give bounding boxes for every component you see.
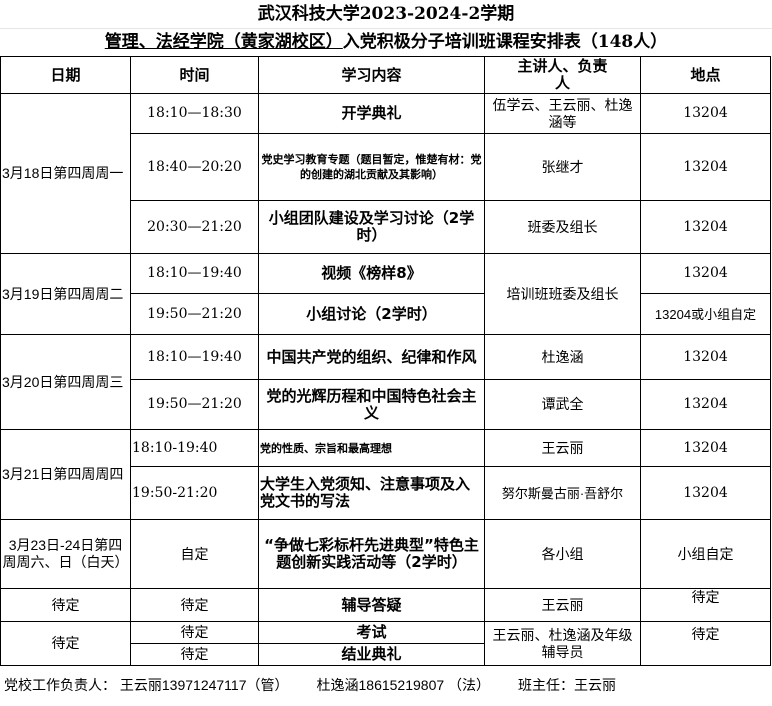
speaker-cell: 培训班班委及组长 [484,253,641,335]
time-cell: 自定 [130,519,259,589]
date-cell: 待定 [0,588,131,622]
time-cell: 19:50—21:20 [130,379,259,430]
place-cell: 13204或小组自定 [640,293,771,335]
header-date: 日期 [0,56,131,94]
content-cell: 小组讨论（2学时） [258,293,485,335]
content-cell: “争做七彩标杆先进典型”特色主题创新实践活动等（2学时） [258,519,485,589]
time-cell: 18:10—19:40 [130,334,259,380]
content-cell: 视频《榜样8》 [258,253,485,294]
speaker-cell: 班委及组长 [484,200,641,254]
speaker-cell: 伍学云、王云丽、杜逸涵等 [484,93,641,134]
date-cell: 3月19日第四周周二 [0,253,131,335]
table-row: 3月21日第四周周四 18:10-19:40 党的性质、宗旨和最高理想 王云丽 … [0,429,771,520]
date-cell: 3月20日第四周周三 [0,334,131,430]
place-cell: 13204 [640,200,771,254]
place-cell: 13204 [640,429,771,467]
table-row: 19:50—21:20 党的光辉历程和中国特色社会主义 谭武全 13204 [1,379,771,430]
table-row: 3月18日第四周周一 18:10—18:30 开学典礼 伍学云、王云丽、杜逸涵等… [0,93,771,254]
speaker-cell: 王云丽 [484,429,641,467]
speaker-cell: 王云丽 [484,588,641,622]
date-cell: 3月21日第四周周四 [0,429,131,520]
time-cell: 18:10-19:40 [130,429,259,467]
content-cell: 考试 [258,621,485,644]
table-row: 3月20日第四周周三 18:10—19:40 中国共产党的组织、纪律和作风 杜逸… [0,334,771,430]
place-cell: 13204 [640,334,771,380]
time-cell: 待定 [130,588,259,622]
content-cell: 党的光辉历程和中国特色社会主义 [258,379,485,430]
content-cell: 党的性质、宗旨和最高理想 [258,429,485,467]
speaker-cell: 努尔斯曼古丽·吾舒尔 [484,466,641,520]
table-row: 待定 结业典礼 [1,643,771,666]
time-cell: 待定 [130,643,259,666]
table-row: 19:50—21:20 小组讨论（2学时） 13204或小组自定 [1,293,771,335]
time-cell: 待定 [130,621,259,644]
content-cell: 结业典礼 [258,643,485,666]
subtitle-underlined: 管理、法经学院（黄家湖校区） [104,32,343,52]
header-speaker: 主讲人、负责人 [484,56,641,94]
time-cell: 20:30—21:20 [130,200,259,254]
table-row: 20:30—21:20 小组团队建设及学习讨论（2学时） 班委及组长 13204 [1,200,771,254]
subtitle-rest: 入党积极分子培训班课程安排表（148人） [342,32,668,52]
footer-party-school: 党校工作负责人： 王云丽13971247117（管） [4,677,289,693]
speaker-cell: 各小组 [484,519,641,589]
place-cell: 待定 [640,588,771,622]
footer-contacts: 党校工作负责人： 王云丽13971247117（管） 杜逸涵18615219807… [4,664,644,706]
date-cell: 3月18日第四周周一 [0,93,131,254]
content-cell: 小组团队建设及学习讨论（2学时） [258,200,485,254]
header-content: 学习内容 [258,56,485,94]
table-row: 待定 待定 辅导答疑 王云丽 待定 [0,588,771,622]
speaker-cell: 王云丽、杜逸涵及年级辅导员 [484,621,641,666]
date-cell: 3月23日-24日第四周周六、日（白天） [0,519,131,589]
time-cell: 18:40—20:20 [130,133,259,201]
place-cell: 13204 [640,253,771,294]
time-cell: 18:10—19:40 [130,253,259,294]
speaker-cell: 杜逸涵 [484,334,641,380]
time-cell: 19:50—21:20 [130,293,259,335]
place-cell: 13204 [640,133,771,201]
place-cell: 13204 [640,466,771,520]
content-cell: 大学生入党须知、注意事项及入党文书的写法 [258,466,485,520]
content-cell: 中国共产党的组织、纪律和作风 [258,334,485,380]
place-cell: 13204 [640,93,771,134]
header-time: 时间 [130,56,259,94]
table-row: 3月23日-24日第四周周六、日（白天） 自定 “争做七彩标杆先进典型”特色主题… [0,519,771,589]
header-row: 日期 时间 学习内容 主讲人、负责人 地点 [0,56,771,94]
table-row: 18:40—20:20 党史学习教育专题（题目暂定，惟楚有材：党的创建的湖北贡献… [1,133,771,201]
time-cell: 18:10—18:30 [130,93,259,134]
footer-head-teacher: 班主任：王云丽 [518,677,617,693]
schedule-table: 日期 时间 学习内容 主讲人、负责人 地点 3月18日第四周周一 18:10—1… [0,56,771,666]
place-cell: 13204 [640,379,771,430]
time-cell: 19:50-21:20 [130,466,259,520]
document-subtitle: 管理、法经学院（黄家湖校区）入党积极分子培训班课程安排表（148人） [0,29,772,56]
place-cell: 待定 [640,621,771,666]
content-cell: 党史学习教育专题（题目暂定，惟楚有材：党的创建的湖北贡献及其影响） [258,133,485,201]
content-cell: 辅导答疑 [258,588,485,622]
date-cell: 待定 [0,621,131,666]
speaker-cell: 谭武全 [484,379,641,430]
table-row: 19:50-21:20 大学生入党须知、注意事项及入党文书的写法 努尔斯曼古丽·… [1,466,771,520]
document-title: 武汉科技大学2023-2024-2学期 [0,0,772,29]
place-cell: 小组自定 [640,519,771,589]
footer-contact2: 杜逸涵18615219807 （法） [316,677,491,693]
header-place: 地点 [640,56,771,94]
table-row: 待定 待定 考试 王云丽、杜逸涵及年级辅导员 待定 [0,621,771,666]
speaker-cell: 张继才 [484,133,641,201]
content-cell: 开学典礼 [258,93,485,134]
table-row: 3月19日第四周周二 18:10—19:40 视频《榜样8》 培训班班委及组长 … [0,253,771,335]
